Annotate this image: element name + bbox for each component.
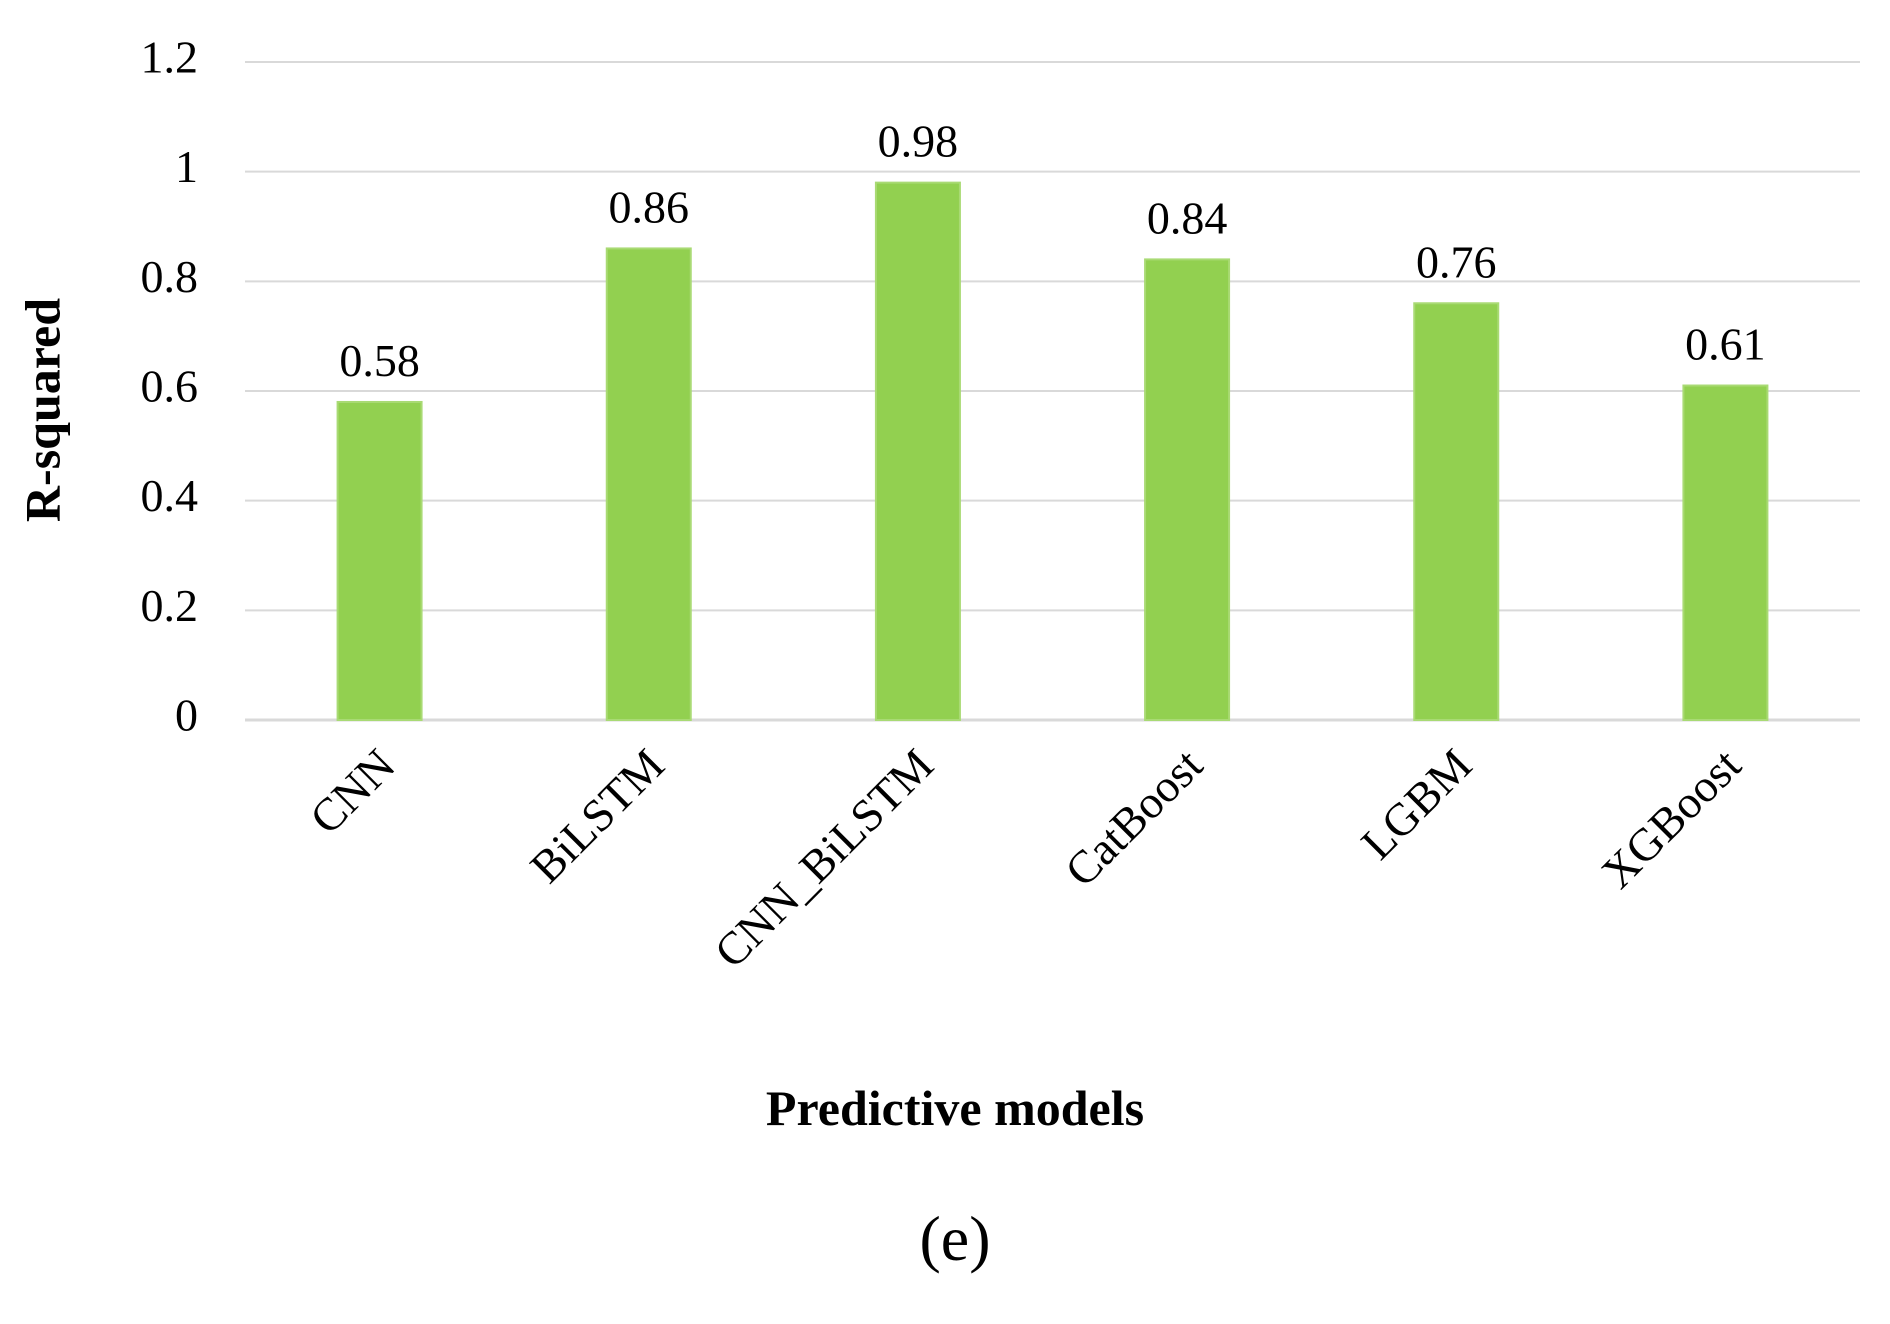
y-axis-ticks: 0 0.2 0.4 0.6 0.8 1 1.2 <box>141 32 199 741</box>
x-tick-label: CNN_BiLSTM <box>705 739 943 977</box>
bar-lgbm <box>1413 302 1500 721</box>
y-tick-label: 0.6 <box>141 361 199 412</box>
data-labels: 0.58 0.86 0.98 0.84 0.76 0.61 <box>339 116 1765 386</box>
bar-xgboost <box>1682 384 1769 721</box>
y-tick-label: 0.2 <box>141 580 199 631</box>
data-label: 0.58 <box>339 335 420 386</box>
x-tick-label: LGBM <box>1351 739 1481 869</box>
bar-cnn <box>336 400 423 721</box>
y-axis-title: R-squared <box>14 298 70 522</box>
x-axis-categories: CNN BiLSTM CNN_BiLSTM CatBoost LGBM XGBoost <box>300 739 1751 978</box>
data-label: 0.84 <box>1147 192 1228 243</box>
bar-catboost <box>1144 258 1231 721</box>
data-label: 0.98 <box>878 116 959 167</box>
x-tick-label: BiLSTM <box>520 739 674 893</box>
x-axis-title: Predictive models <box>766 1080 1144 1136</box>
data-label: 0.61 <box>1685 319 1766 370</box>
panel-label: (e) <box>919 1203 990 1274</box>
y-tick-label: 0.4 <box>141 470 199 521</box>
x-tick-label: XGBoost <box>1592 739 1751 898</box>
bar-cnn-bilstm <box>874 181 961 721</box>
y-tick-label: 1.2 <box>141 32 199 83</box>
bars <box>336 181 1769 722</box>
x-tick-label: CNN <box>300 739 405 844</box>
gridlines <box>245 61 1860 722</box>
y-tick-label: 1 <box>175 141 198 192</box>
data-label: 0.76 <box>1416 236 1497 287</box>
x-tick-label: CatBoost <box>1055 739 1212 896</box>
y-tick-label: 0 <box>175 690 198 741</box>
data-label: 0.86 <box>609 181 690 232</box>
bar-bilstm <box>605 247 692 722</box>
y-tick-label: 0.8 <box>141 251 199 302</box>
